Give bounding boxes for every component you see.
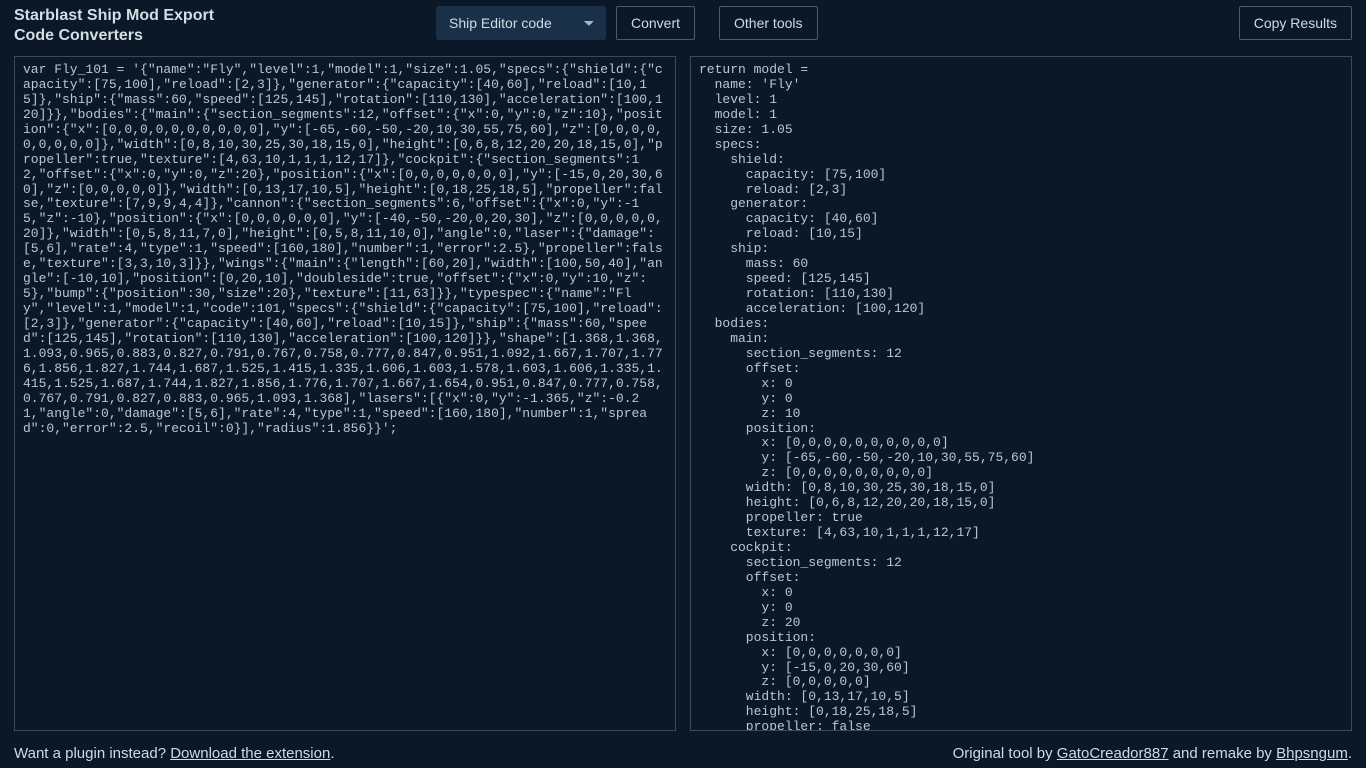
input-panel: var Fly_101 = '{"name":"Fly","level":1,"… — [14, 56, 676, 731]
author2-link[interactable]: Bhpsngum — [1276, 745, 1348, 762]
footer-left-suffix: . — [330, 745, 334, 762]
footer-right-middle: and remake by — [1169, 745, 1277, 762]
input-code[interactable]: var Fly_101 = '{"name":"Fly","level":1,"… — [15, 57, 675, 730]
copy-results-button[interactable]: Copy Results — [1239, 6, 1352, 40]
footer-left-prefix: Want a plugin instead? — [14, 745, 170, 762]
controls-left: Ship Editor code Convert — [436, 6, 695, 40]
footer-right-prefix: Original tool by — [953, 745, 1057, 762]
title-line1: Starblast Ship Mod Export — [14, 6, 424, 26]
author1-link[interactable]: GatoCreador887 — [1057, 745, 1169, 762]
output-code[interactable]: return model = name: 'Fly' level: 1 mode… — [691, 57, 1351, 730]
footer-right-suffix: . — [1348, 745, 1352, 762]
format-dropdown[interactable]: Ship Editor code — [436, 6, 606, 40]
header: Starblast Ship Mod Export Code Converter… — [0, 0, 1366, 56]
convert-button[interactable]: Convert — [616, 6, 695, 40]
footer-right: Original tool by GatoCreador887 and rema… — [953, 745, 1352, 762]
title-line2: Code Converters — [14, 26, 424, 46]
download-extension-link[interactable]: Download the extension — [170, 745, 330, 762]
other-tools-button[interactable]: Other tools — [719, 6, 817, 40]
panels: var Fly_101 = '{"name":"Fly","level":1,"… — [0, 56, 1366, 739]
title-block: Starblast Ship Mod Export Code Converter… — [14, 6, 424, 46]
footer-left: Want a plugin instead? Download the exte… — [14, 745, 335, 762]
output-panel: return model = name: 'Fly' level: 1 mode… — [690, 56, 1352, 731]
footer: Want a plugin instead? Download the exte… — [0, 739, 1366, 768]
